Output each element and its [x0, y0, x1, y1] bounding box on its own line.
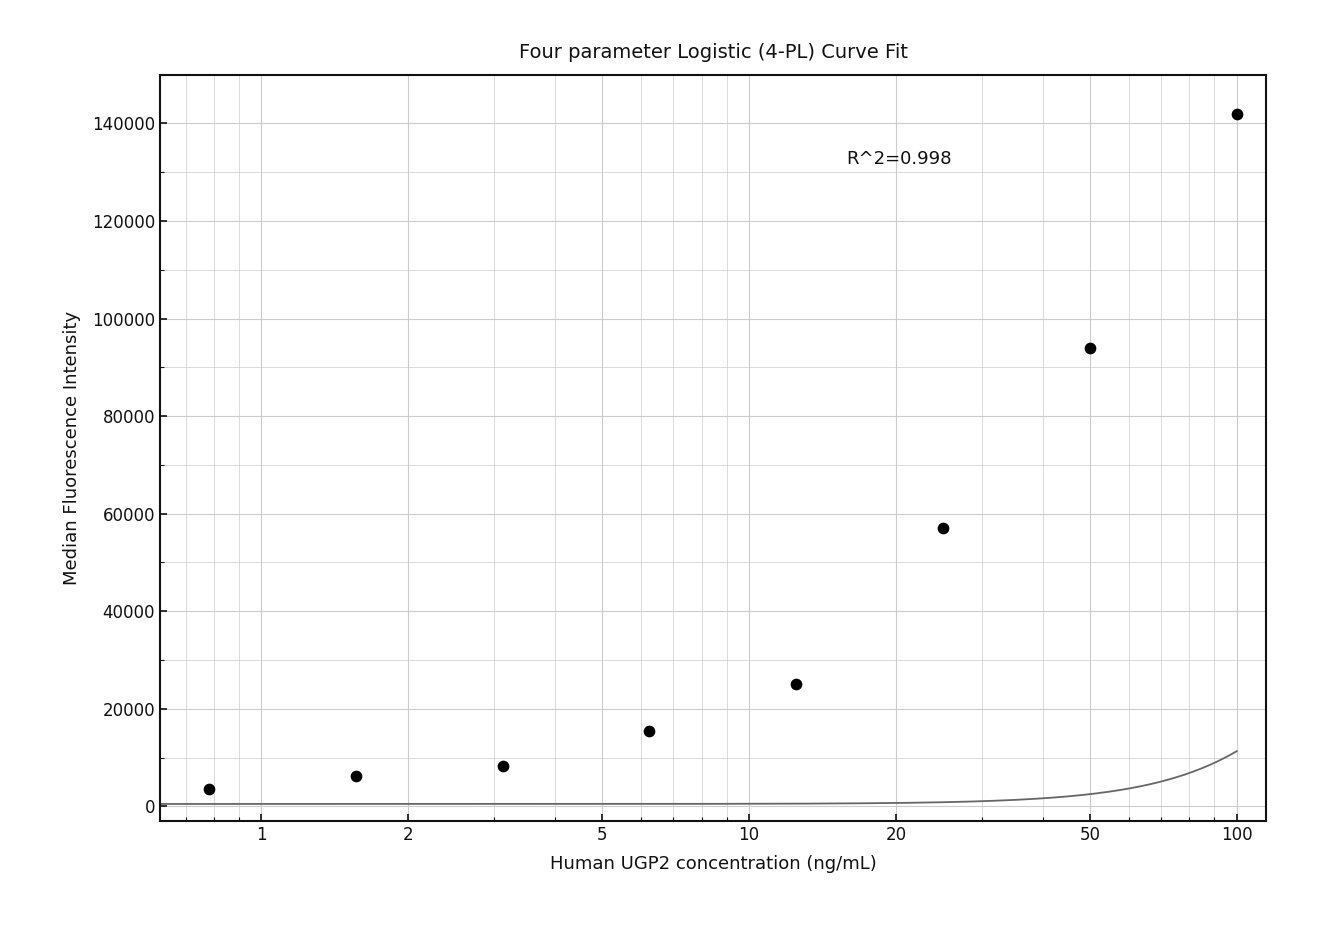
Point [1226, 106, 1248, 121]
Text: R^2=0.998: R^2=0.998 [846, 150, 952, 168]
Point [199, 782, 220, 797]
Point [639, 723, 660, 738]
X-axis label: Human UGP2 concentration (ng/mL): Human UGP2 concentration (ng/mL) [549, 855, 877, 873]
Y-axis label: Median Fluorescence Intensity: Median Fluorescence Intensity [63, 311, 81, 585]
Title: Four parameter Logistic (4-PL) Curve Fit: Four parameter Logistic (4-PL) Curve Fit [519, 43, 908, 62]
Point [932, 521, 953, 536]
Point [785, 677, 806, 692]
Point [492, 759, 513, 773]
Point [1080, 341, 1101, 355]
Point [345, 769, 367, 784]
